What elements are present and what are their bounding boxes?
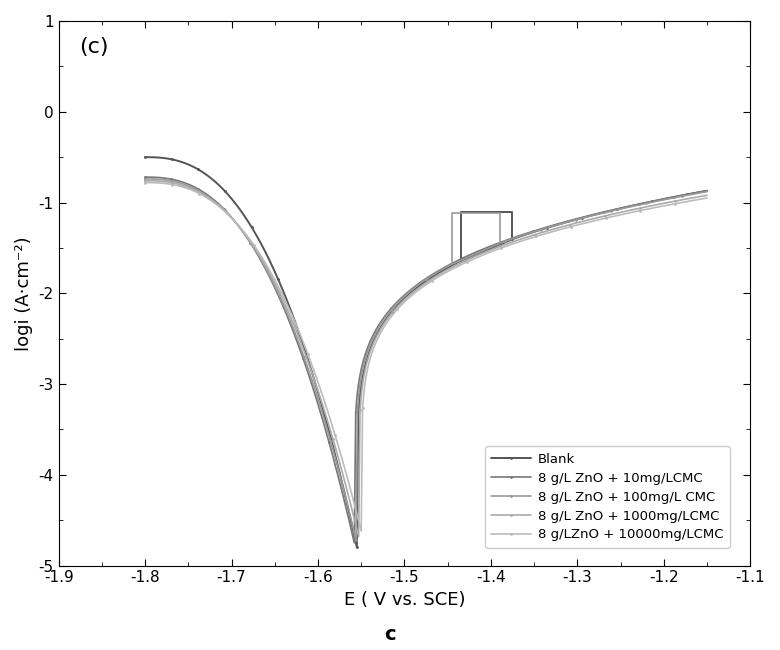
8 g/LZnO + 10000mg/LCMC	[591, 216, 601, 224]
Blank	[353, 543, 362, 551]
8 g/L ZnO + 1000mg/LCMC	[354, 532, 363, 540]
8 g/LZnO + 10000mg/LCMC	[356, 523, 365, 530]
8 g/L ZnO + 10mg/LCMC	[243, 235, 253, 243]
Line: Blank: Blank	[144, 156, 708, 549]
8 g/L ZnO + 1000mg/LCMC	[257, 254, 266, 262]
8 g/LZnO + 10000mg/LCMC	[702, 194, 711, 202]
8 g/L ZnO + 100mg/L CMC	[702, 188, 711, 196]
Y-axis label: logi (A·cm⁻²): logi (A·cm⁻²)	[15, 236, 33, 350]
8 g/L ZnO + 10mg/LCMC	[589, 211, 598, 218]
8 g/LZnO + 10000mg/LCMC	[356, 527, 366, 535]
8 g/L ZnO + 1000mg/LCMC	[559, 222, 569, 230]
Blank	[680, 191, 690, 199]
8 g/L ZnO + 1000mg/LCMC	[246, 237, 255, 245]
Blank	[140, 153, 150, 161]
8 g/LZnO + 10000mg/LCMC	[140, 179, 150, 187]
Blank	[246, 223, 256, 231]
Text: c: c	[385, 625, 395, 644]
8 g/LZnO + 10000mg/LCMC	[257, 254, 267, 262]
8 g/LZnO + 10000mg/LCMC	[210, 199, 219, 207]
8 g/L ZnO + 100mg/L CMC	[211, 199, 221, 207]
8 g/L ZnO + 100mg/L CMC	[566, 217, 575, 225]
8 g/L ZnO + 1000mg/LCMC	[590, 214, 600, 222]
8 g/L ZnO + 100mg/L CMC	[209, 197, 218, 205]
Blank	[292, 324, 302, 332]
8 g/L ZnO + 100mg/L CMC	[608, 207, 617, 215]
8 g/L ZnO + 10mg/LCMC	[207, 194, 217, 202]
Line: 8 g/L ZnO + 100mg/L CMC: 8 g/L ZnO + 100mg/L CMC	[144, 177, 708, 541]
8 g/L ZnO + 10mg/LCMC	[558, 218, 567, 226]
Blank	[695, 188, 704, 196]
8 g/L ZnO + 1000mg/LCMC	[209, 198, 218, 205]
8 g/L ZnO + 100mg/L CMC	[140, 175, 150, 183]
Blank	[325, 432, 335, 440]
8 g/L ZnO + 100mg/L CMC	[351, 536, 360, 544]
8 g/L ZnO + 1000mg/LCMC	[140, 177, 150, 185]
Blank	[702, 187, 711, 194]
8 g/L ZnO + 10mg/LCMC	[254, 253, 264, 261]
Line: 8 g/L ZnO + 1000mg/LCMC: 8 g/L ZnO + 1000mg/LCMC	[144, 179, 708, 538]
Legend: Blank, 8 g/L ZnO + 10mg/LCMC, 8 g/L ZnO + 100mg/L CMC, 8 g/L ZnO + 1000mg/LCMC, : Blank, 8 g/L ZnO + 10mg/LCMC, 8 g/L ZnO …	[485, 446, 730, 548]
8 g/L ZnO + 1000mg/LCMC	[353, 528, 362, 536]
8 g/L ZnO + 100mg/L CMC	[294, 339, 303, 346]
Text: (c): (c)	[80, 37, 109, 57]
8 g/L ZnO + 1000mg/LCMC	[702, 191, 711, 199]
8 g/LZnO + 10000mg/LCMC	[561, 224, 570, 232]
Line: 8 g/LZnO + 10000mg/LCMC: 8 g/LZnO + 10000mg/LCMC	[144, 181, 708, 532]
Blank	[275, 280, 285, 288]
8 g/L ZnO + 10mg/LCMC	[702, 187, 711, 194]
Line: 8 g/L ZnO + 10mg/LCMC: 8 g/L ZnO + 10mg/LCMC	[144, 176, 708, 544]
8 g/L ZnO + 10mg/LCMC	[349, 534, 358, 542]
8 g/LZnO + 10000mg/LCMC	[246, 238, 256, 246]
8 g/L ZnO + 10mg/LCMC	[349, 539, 359, 547]
X-axis label: E ( V vs. SCE): E ( V vs. SCE)	[344, 591, 465, 609]
8 g/L ZnO + 100mg/L CMC	[636, 201, 645, 209]
8 g/L ZnO + 10mg/LCMC	[140, 173, 150, 181]
